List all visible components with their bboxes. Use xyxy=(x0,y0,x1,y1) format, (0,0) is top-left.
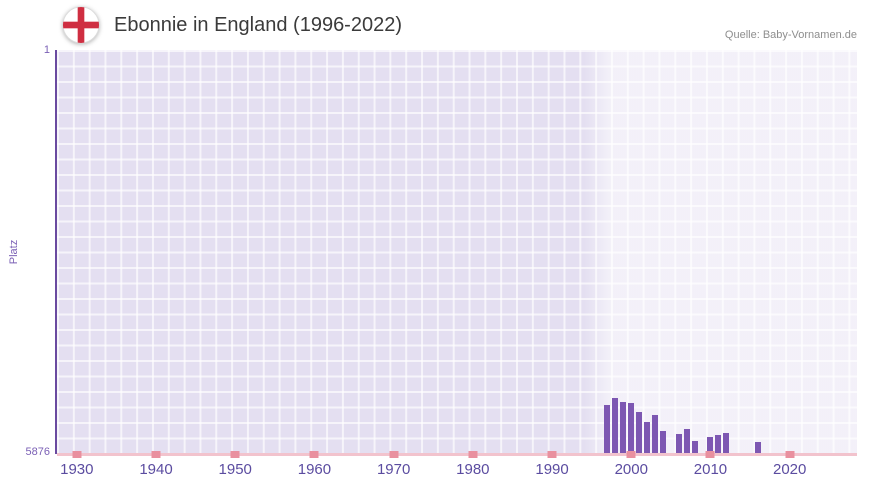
x-tick-mark-1970 xyxy=(389,451,399,458)
y-tick-label-top: 1 xyxy=(43,44,50,56)
x-tick-mark-1930 xyxy=(72,451,82,458)
x-tick-mark-2000 xyxy=(626,451,636,458)
bar-2010[interactable] xyxy=(707,436,714,453)
x-axis-line xyxy=(57,451,857,458)
x-tick-label-1980: 1980 xyxy=(456,461,490,478)
x-tick-mark-1940 xyxy=(151,451,161,458)
x-tick-mark-2020 xyxy=(785,451,795,458)
x-tick-mark-1950 xyxy=(230,451,240,458)
x-tick-mark-1980 xyxy=(468,451,478,458)
x-tick-label-2020: 2020 xyxy=(772,461,807,478)
bar-2011[interactable] xyxy=(715,435,722,453)
x-tick-label-1940: 1940 xyxy=(139,461,173,478)
x-tick-mark-1960 xyxy=(309,451,319,458)
bar-2002[interactable] xyxy=(644,421,651,453)
bar-2016[interactable] xyxy=(754,442,761,453)
bar-2001[interactable] xyxy=(636,412,643,453)
x-tick-label-1970: 1970 xyxy=(376,461,411,478)
bar-2007[interactable] xyxy=(683,428,690,453)
bar-2003[interactable] xyxy=(652,414,659,453)
bar-2004[interactable] xyxy=(659,431,666,453)
bar-2006[interactable] xyxy=(675,434,682,453)
y-axis-title: Platz xyxy=(8,239,20,265)
plot-region xyxy=(57,50,857,453)
bar-2000[interactable] xyxy=(628,403,635,453)
bar-1998[interactable] xyxy=(612,398,619,453)
bar-1997[interactable] xyxy=(604,405,611,453)
bar-2012[interactable] xyxy=(723,433,730,453)
y-axis-line xyxy=(55,50,57,454)
x-tick-mark-2010 xyxy=(705,451,715,458)
x-tick-mark-1990 xyxy=(547,451,557,458)
bar-2008[interactable] xyxy=(691,440,698,453)
x-tick-label-2000: 2000 xyxy=(614,461,648,478)
bar-1999[interactable] xyxy=(620,401,627,453)
x-tick-label-1990: 1990 xyxy=(535,461,569,478)
x-tick-label-2010: 2010 xyxy=(693,461,728,478)
source-attribution: Quelle: Baby-Vornamen.de xyxy=(724,29,857,41)
x-tick-label-1960: 1960 xyxy=(297,461,332,478)
y-tick-label-bottom: 5876 xyxy=(25,446,50,458)
bars-container xyxy=(57,50,857,453)
x-axis-labels: 1930 1940 1950 1960 1970 1980 1990 2000 2010 2020 xyxy=(57,461,857,481)
x-tick-label-1950: 1950 xyxy=(218,461,252,478)
chart-title: Ebonnie in England (1996-2022) xyxy=(114,14,402,36)
x-tick-label-1930: 1930 xyxy=(60,461,94,478)
england-flag-icon xyxy=(62,6,100,44)
